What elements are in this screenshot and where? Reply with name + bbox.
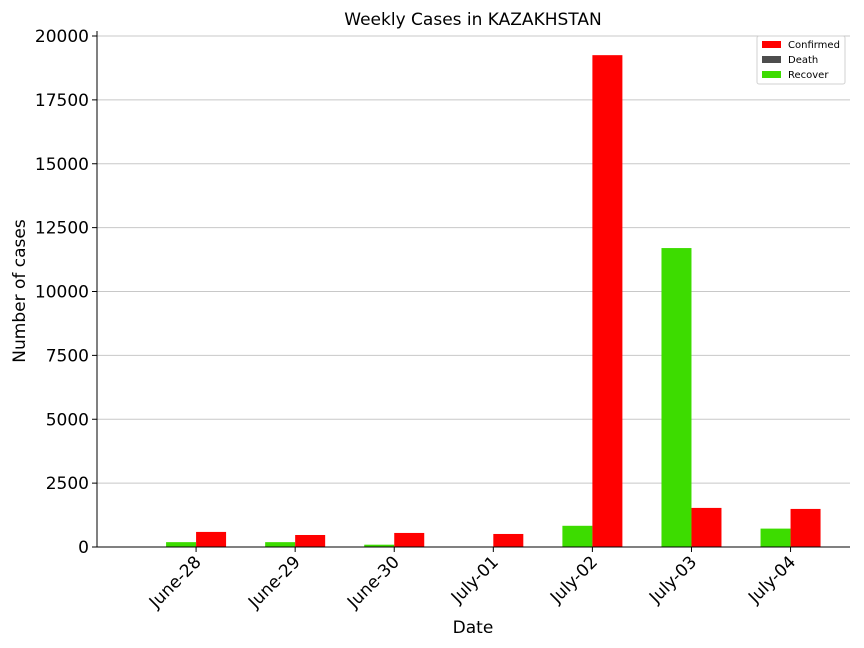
- y-tick-label: 15000: [35, 155, 89, 175]
- x-tick-label: June-28: [145, 552, 206, 613]
- legend-label-recover: Recover: [788, 70, 829, 81]
- bar-recover-june-28: [166, 542, 196, 547]
- legend-swatch-death: [762, 56, 781, 63]
- bar-confirmed-july-03: [691, 508, 721, 547]
- x-tick-label: July-01: [447, 552, 503, 608]
- legend-swatch-recover: [762, 71, 781, 78]
- bar-recover-july-03: [661, 248, 691, 547]
- legend: Confirmed Death Recover: [757, 36, 845, 84]
- y-tick-label: 2500: [46, 474, 89, 494]
- gridlines: [97, 36, 850, 547]
- y-tick-label: 7500: [46, 346, 89, 366]
- y-tick-label: 12500: [35, 219, 89, 239]
- y-axis-label: Number of cases: [10, 219, 30, 363]
- bar-confirmed-july-02: [592, 55, 622, 547]
- x-tick-label: July-02: [546, 552, 602, 608]
- y-tick-label: 5000: [46, 410, 89, 430]
- x-tick-label: July-03: [645, 552, 701, 608]
- bar-confirmed-july-04: [791, 509, 821, 547]
- y-tick-label: 17500: [35, 91, 89, 111]
- x-tick-label: June-30: [343, 552, 404, 613]
- legend-swatch-confirmed: [762, 41, 781, 48]
- bar-recover-july-04: [761, 529, 791, 547]
- bar-confirmed-june-30: [394, 533, 424, 547]
- bar-confirmed-june-29: [295, 535, 325, 547]
- bars: [166, 55, 820, 547]
- legend-label-death: Death: [788, 55, 818, 66]
- x-tick-label: July-04: [744, 552, 800, 608]
- y-tick-label: 0: [78, 538, 89, 558]
- bar-recover-june-29: [265, 542, 295, 547]
- x-axis-ticks: June-28 June-29 June-30 July-01 July-02 July-…: [145, 547, 800, 613]
- legend-label-confirmed: Confirmed: [788, 40, 840, 51]
- chart-title: Weekly Cases in KAZAKHSTAN: [344, 10, 601, 30]
- y-axis-ticks: 0 2500 5000 7500 10000 12500 15000 17500 20000: [35, 27, 97, 558]
- bar-recover-july-02: [562, 526, 592, 547]
- x-tick-label: June-29: [244, 552, 305, 613]
- bar-confirmed-june-28: [196, 532, 226, 547]
- y-tick-label: 20000: [35, 27, 89, 47]
- bar-confirmed-july-01: [493, 534, 523, 547]
- y-tick-label: 10000: [35, 283, 89, 303]
- x-axis-label: Date: [453, 618, 494, 638]
